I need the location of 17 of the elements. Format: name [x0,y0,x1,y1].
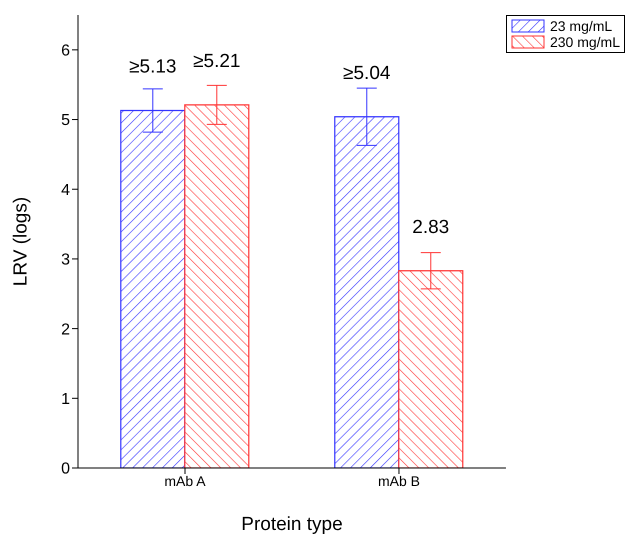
y-tick-label: 2 [61,321,70,338]
y-tick-label: 5 [61,112,70,130]
data-label: 2.83 [412,216,450,238]
legend-label: 23 mg/mL [550,18,612,34]
data-label: ≥5.04 [343,62,391,84]
y-tick-label: 3 [61,252,70,269]
y-tick-label: 1 [61,390,70,408]
y-axis-title: LRV (logs) [10,196,32,286]
y-tick-label: 6 [61,42,70,60]
legend-label: 230 mg/mL [550,34,620,50]
y-tick-label: 0 [61,460,70,478]
x-axis-title: Protein type [241,514,343,535]
data-label: ≥5.13 [129,56,177,78]
x-tick-label: mAb B [378,472,420,489]
data-label: ≥5.21 [193,50,241,72]
y-tick-label: 4 [61,182,70,199]
x-tick-label: mAb A [164,472,206,489]
